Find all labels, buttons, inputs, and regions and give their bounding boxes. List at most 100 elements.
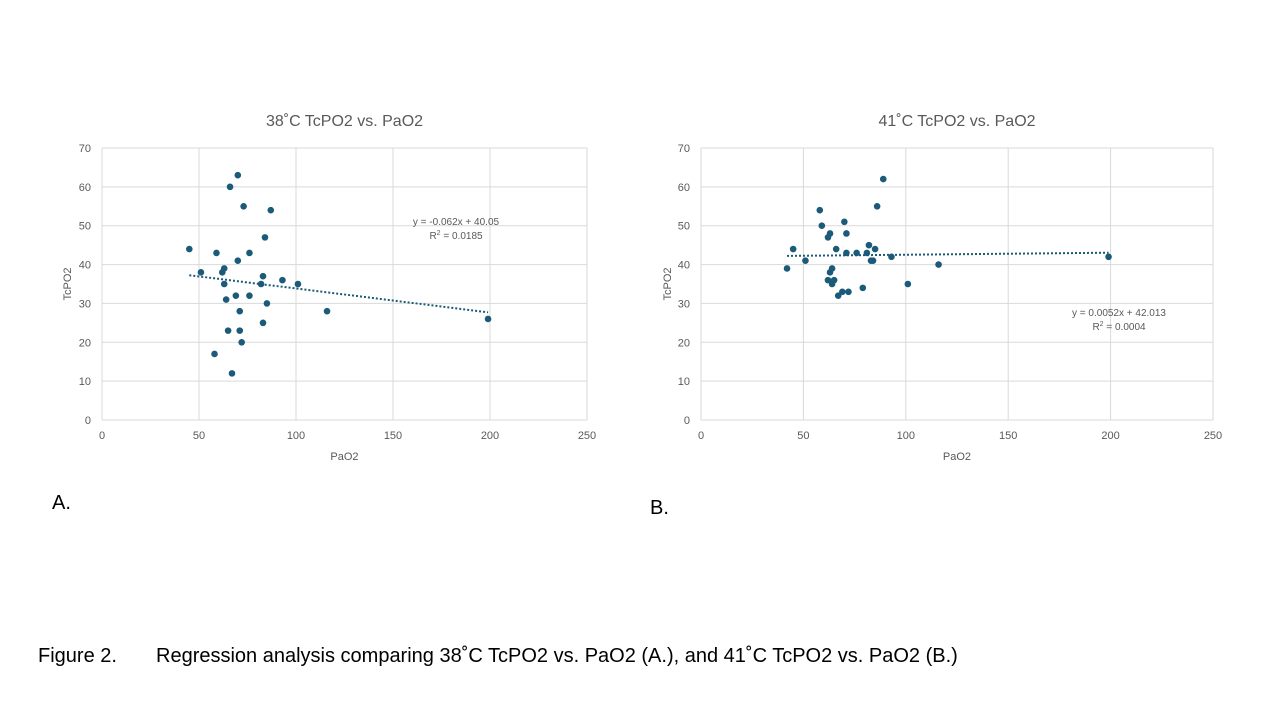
data-point [246,249,253,257]
x-tick-label: 0 [99,430,105,442]
data-point [197,269,205,276]
data-point [871,245,879,253]
y-tick-label: 20 [79,337,91,349]
figure-caption: Figure 2. Regression analysis comparing 3… [38,645,958,668]
y-tick-label: 50 [79,221,91,233]
chart-41c-tcpo2-vs-pao2: 41˚C TcPO2 vs. PaO2 0 10 20 30 40 50 60 70 0 50 100… [662,113,1222,463]
trendline [787,251,1109,257]
data-point [845,288,852,296]
trendline-equation: y = 0.0052x + 42.013 [1072,308,1166,319]
data-point [220,265,228,272]
r-squared-exponent: 2 [1100,321,1104,328]
y-tick-label: 20 [678,337,690,349]
panel-label-a: A. [52,492,71,514]
y-tick-label: 0 [85,415,91,427]
data-point [232,292,240,299]
gridlines [101,147,588,421]
data-point [238,338,245,346]
y-tick-label: 40 [79,260,91,272]
x-axis-title: PaO2 [943,451,971,463]
x-tick-label: 150 [999,430,1017,442]
data-point [220,280,228,288]
data-point [853,249,860,257]
data-point [236,327,244,334]
chart-38c-tcpo2-vs-pao2: 38˚C TcPO2 vs. PaO2 0 10 20 30 40 50 60 70 0 50 100… [62,113,596,463]
caption-text: Regression analysis comparing 38˚C TcPO2… [156,645,958,667]
x-tick-label: 150 [384,430,402,442]
data-point [246,292,253,299]
x-tick-label: 100 [897,430,915,442]
r-squared-label: R2 = 0.0185 [429,230,483,242]
data-point [213,249,220,257]
x-tick-label: 250 [578,430,596,442]
y-tick-label: 30 [79,298,91,310]
r-squared-label: R2 = 0.0004 [1092,321,1146,333]
data-point [234,257,242,264]
gridlines [700,147,1214,421]
data-point [869,257,877,264]
data-point [879,175,887,183]
y-axis-title: TcPO2 [62,267,74,300]
figure-number: Figure 2. [38,645,117,667]
data-point [783,265,791,272]
r-squared-value: = 0.0004 [1104,322,1146,333]
data-point [828,265,836,272]
data-point [222,296,230,303]
data-point [818,222,826,230]
y-tick-label: 40 [678,260,690,272]
y-tick-label: 70 [79,143,91,155]
y-tick-label: 60 [678,182,690,194]
data-point [859,284,867,292]
data-point [240,202,247,210]
data-point [843,230,850,237]
data-point [935,261,942,268]
x-tick-label: 50 [193,430,205,442]
data-point [843,249,850,257]
data-point [257,280,265,288]
x-axis-title: PaO2 [330,451,358,463]
x-tick-label: 50 [797,430,809,442]
data-point [226,183,234,191]
data-point [279,276,286,284]
panel-label-b: B. [650,497,669,519]
data-point [904,280,912,288]
data-point [236,307,244,315]
y-tick-label: 10 [79,376,91,388]
data-point [816,206,824,214]
data-points [186,171,492,377]
data-point [224,327,232,334]
r-squared-exponent: 2 [437,230,441,237]
chart-title: 41˚C TcPO2 vs. PaO2 [878,113,1035,130]
r-squared-prefix: R [429,231,436,242]
y-tick-label: 60 [79,182,91,194]
data-point [484,315,492,323]
x-tick-label: 200 [1101,430,1119,442]
data-point [234,171,242,179]
data-point [826,230,834,237]
chart-title: 38˚C TcPO2 vs. PaO2 [266,113,423,130]
data-point [863,249,871,257]
data-point [323,307,331,315]
data-point [839,288,846,296]
data-point [832,245,840,253]
data-point [259,319,267,327]
x-tick-label: 100 [287,430,305,442]
y-tick-label: 30 [678,298,690,310]
y-axis-title: TcPO2 [662,267,674,300]
data-point [267,206,275,214]
data-points [783,175,1112,299]
y-tick-label: 50 [678,221,690,233]
data-point [841,218,848,226]
y-tick-label: 70 [678,143,690,155]
data-point [263,300,271,307]
x-tick-label: 250 [1204,430,1222,442]
r-squared-value: = 0.0185 [441,231,483,242]
x-tick-label: 0 [698,430,704,442]
data-point [1105,253,1112,261]
r-squared-prefix: R [1092,322,1099,333]
data-point [294,280,302,288]
data-point [186,245,193,253]
data-point [211,350,218,358]
data-point [873,202,881,210]
